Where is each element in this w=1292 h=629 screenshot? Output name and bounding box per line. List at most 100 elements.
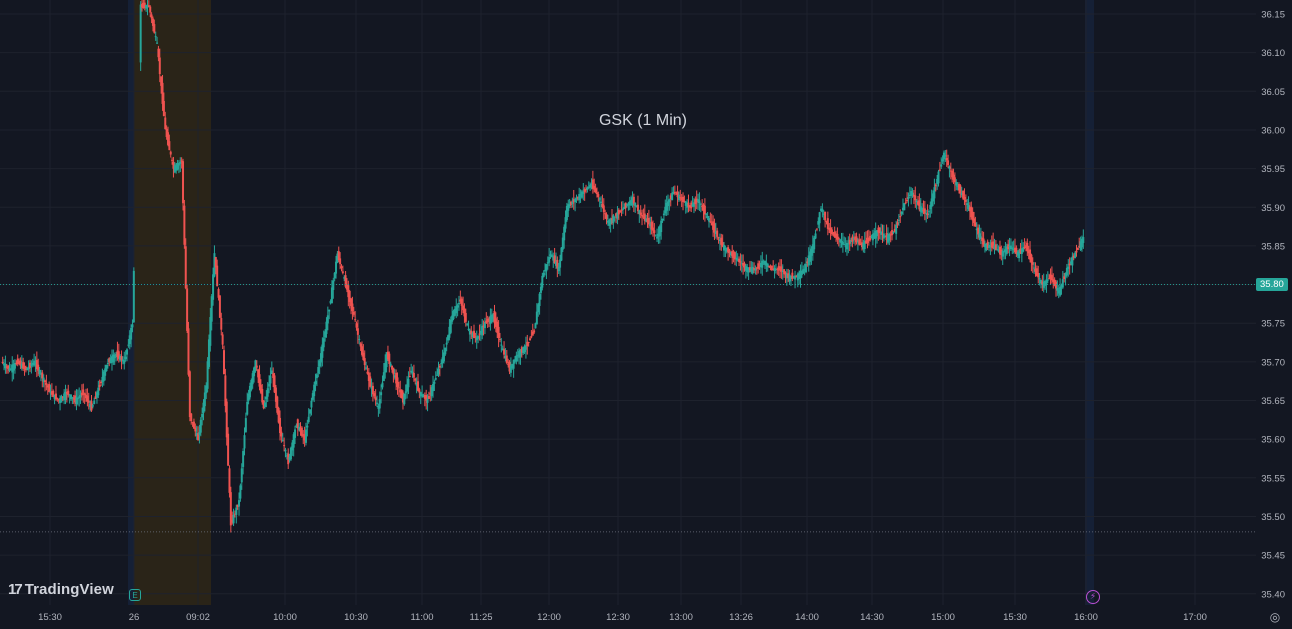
candle-body-29 bbox=[41, 372, 44, 379]
candle-body-441 bbox=[604, 213, 607, 215]
candle-body-161 bbox=[221, 334, 224, 345]
candle-body-575 bbox=[787, 273, 790, 278]
candle-body-650 bbox=[889, 234, 892, 236]
candle-body-595 bbox=[814, 233, 817, 239]
candle-body-120 bbox=[165, 128, 168, 137]
candle-body-619 bbox=[847, 243, 850, 245]
candle-body-209 bbox=[287, 453, 290, 465]
candle-body-785 bbox=[1074, 252, 1077, 259]
candle-body-121 bbox=[166, 132, 169, 145]
lightning-event-icon[interactable]: ⚡ bbox=[1086, 590, 1100, 604]
candle-body-384 bbox=[526, 341, 529, 347]
y-tick-3: 36.00 bbox=[1261, 125, 1285, 136]
candle-body-70 bbox=[97, 387, 100, 396]
candle-body-123 bbox=[169, 151, 172, 155]
candle-body-23 bbox=[33, 360, 36, 366]
candle-body-740 bbox=[1012, 248, 1015, 251]
candle-body-643 bbox=[880, 231, 883, 235]
settings-gear-icon[interactable]: ◎ bbox=[1269, 610, 1281, 624]
candle-body-105 bbox=[145, 5, 148, 9]
candle-body-442 bbox=[605, 214, 608, 220]
candle-body-139 bbox=[191, 421, 194, 423]
candle-body-265 bbox=[363, 358, 366, 366]
candle-body-470 bbox=[643, 213, 646, 221]
candle-body-264 bbox=[362, 352, 365, 360]
candle-body-594 bbox=[813, 237, 816, 250]
candle-body-307 bbox=[421, 394, 424, 397]
candle-body-789 bbox=[1079, 241, 1082, 251]
candle-body-620 bbox=[848, 239, 851, 244]
candle-body-546 bbox=[747, 267, 750, 273]
candle-body-545 bbox=[746, 266, 749, 273]
candle-body-727 bbox=[994, 244, 997, 250]
candle-body-587 bbox=[803, 268, 806, 271]
candle-body-627 bbox=[858, 239, 861, 245]
candle-body-500 bbox=[684, 201, 687, 206]
earnings-marker-icon[interactable]: E bbox=[129, 589, 141, 601]
candle-body-60 bbox=[83, 393, 86, 396]
session-open-band bbox=[128, 0, 134, 605]
y-tick-9: 35.70 bbox=[1261, 357, 1285, 368]
candle-body-435 bbox=[595, 192, 598, 195]
candle-body-539 bbox=[738, 258, 741, 263]
candle-body-362 bbox=[496, 321, 499, 333]
candle-body-179 bbox=[246, 401, 249, 415]
candle-body-150 bbox=[206, 361, 209, 389]
candle-body-343 bbox=[470, 330, 473, 335]
candle-body-262 bbox=[359, 343, 362, 347]
candle-body-708 bbox=[968, 207, 971, 212]
candle-body-731 bbox=[1000, 249, 1003, 255]
candle-body-59 bbox=[82, 389, 85, 396]
candle-body-410 bbox=[561, 237, 564, 250]
candle-body-228 bbox=[313, 384, 316, 397]
candle-body-714 bbox=[977, 227, 980, 235]
candle-body-351 bbox=[481, 326, 484, 336]
candle-body-668 bbox=[914, 195, 917, 201]
candle-body-45 bbox=[63, 393, 66, 401]
candle-body-421 bbox=[576, 197, 579, 199]
y-tick-11: 35.60 bbox=[1261, 435, 1285, 446]
candle-body-48 bbox=[67, 390, 70, 396]
candle-body-507 bbox=[694, 199, 697, 205]
candle-body-734 bbox=[1004, 249, 1007, 252]
candle-body-175 bbox=[240, 468, 243, 483]
candle-body-686 bbox=[938, 169, 941, 171]
candle-body-407 bbox=[557, 266, 560, 272]
candle-body-335 bbox=[459, 299, 462, 302]
candle-body-425 bbox=[582, 191, 585, 194]
candle-body-572 bbox=[783, 269, 786, 275]
candle-body-502 bbox=[687, 202, 690, 207]
candle-body-10 bbox=[15, 362, 18, 364]
candle-body-382 bbox=[523, 346, 526, 353]
candle-body-422 bbox=[578, 194, 581, 201]
candle-body-698 bbox=[955, 182, 958, 186]
candle-body-458 bbox=[627, 203, 630, 205]
candle-body-361 bbox=[494, 318, 497, 327]
candle-body-87 bbox=[120, 355, 123, 361]
candle-body-257 bbox=[352, 311, 355, 315]
candle-body-222 bbox=[304, 429, 307, 443]
tradingview-logo[interactable]: 17 TradingView bbox=[8, 581, 114, 598]
candle-body-331 bbox=[453, 308, 456, 316]
candle-body-770 bbox=[1053, 279, 1056, 286]
candle-body-749 bbox=[1024, 245, 1027, 247]
candle-body-5 bbox=[8, 368, 11, 371]
candle-body-51 bbox=[71, 397, 74, 399]
candle-body-536 bbox=[733, 252, 736, 260]
candle-body-494 bbox=[676, 191, 679, 198]
candle-body-373 bbox=[511, 363, 514, 369]
x-tick-9: 13:00 bbox=[669, 612, 693, 623]
candle-body-260 bbox=[356, 328, 359, 335]
candle-body-256 bbox=[351, 303, 354, 312]
candle-body-462 bbox=[632, 196, 635, 204]
candle-body-244 bbox=[335, 261, 338, 274]
candle-body-344 bbox=[471, 333, 474, 337]
candle-body-370 bbox=[507, 364, 510, 366]
candle-body-95 bbox=[131, 324, 134, 328]
candle-body-332 bbox=[455, 306, 458, 314]
candle-body-411 bbox=[563, 226, 566, 241]
candle-body-163 bbox=[224, 375, 227, 406]
candle-body-680 bbox=[930, 198, 933, 207]
candle-body-182 bbox=[250, 379, 253, 391]
